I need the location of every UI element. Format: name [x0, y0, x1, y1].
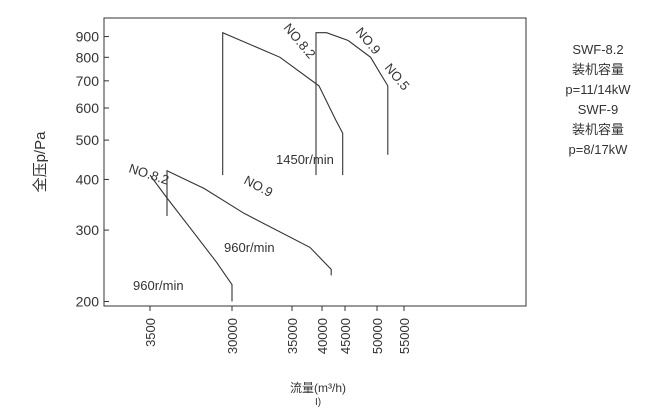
- legend-line-1: SWF-8.2: [572, 42, 624, 57]
- annotation-label: 1450r/min: [276, 152, 334, 167]
- legend-block: SWF-8.2 装机容量 p=11/14kW SWF-9 装机容量 p=8/17…: [548, 40, 648, 160]
- x-tick-label: 50000: [370, 318, 385, 354]
- x-axis-label: 流量(m³/h): [290, 381, 346, 395]
- legend-line-5: 装机容量: [571, 122, 624, 137]
- annotation-label: 960r/min: [224, 240, 275, 255]
- series-outline: [149, 174, 233, 302]
- x-tick-label: 55000: [397, 318, 412, 354]
- x-tick-label: 45000: [338, 318, 353, 354]
- y-tick-label: 400: [76, 171, 100, 187]
- y-tick-label: 700: [76, 73, 100, 89]
- y-tick-label: 800: [76, 49, 100, 65]
- y-tick-label: 300: [76, 222, 100, 238]
- annotation-group: NO.8.2 960r/min NO.9 960r/min NO.8.2 1450r/mi…: [127, 20, 413, 293]
- y-tick-label: 900: [76, 29, 100, 45]
- y-tick-label: 200: [76, 294, 100, 310]
- y-axis: 200 300 400 500 600 700 800 900: [76, 29, 109, 310]
- y-tick-label: 500: [76, 132, 100, 148]
- series-outline: [166, 169, 332, 276]
- legend-line-3: p=11/14kW: [565, 82, 631, 97]
- x-axis: 3500 30000 35000 40000 45000 50000 55000: [143, 306, 412, 354]
- annotation-label: 960r/min: [133, 278, 184, 293]
- series-outline: [222, 31, 344, 176]
- plot-frame: [103, 17, 527, 307]
- annotation-label: NO.5: [382, 60, 413, 93]
- figure-caption: I): [315, 397, 321, 408]
- x-tick-label: 40000: [315, 318, 330, 354]
- series-group: [149, 31, 389, 302]
- annotation-label: NO.8.2: [127, 161, 171, 188]
- y-axis-label: 全压p/Pa: [31, 131, 49, 193]
- annotation-label: NO.9: [242, 172, 276, 199]
- x-tick-label: 30000: [225, 318, 240, 354]
- x-tick-label: 35000: [285, 318, 300, 354]
- annotation-label: NO.8.2: [281, 20, 319, 61]
- series-outline: [315, 32, 389, 176]
- y-tick-label: 600: [76, 100, 100, 116]
- legend-line-4: SWF-9: [577, 102, 619, 117]
- x-tick-label: 3500: [143, 318, 158, 347]
- legend-line-2: 装机容量: [571, 62, 624, 77]
- annotation-label: NO.9: [353, 24, 384, 57]
- legend-line-6: p=8/17kW: [568, 142, 628, 157]
